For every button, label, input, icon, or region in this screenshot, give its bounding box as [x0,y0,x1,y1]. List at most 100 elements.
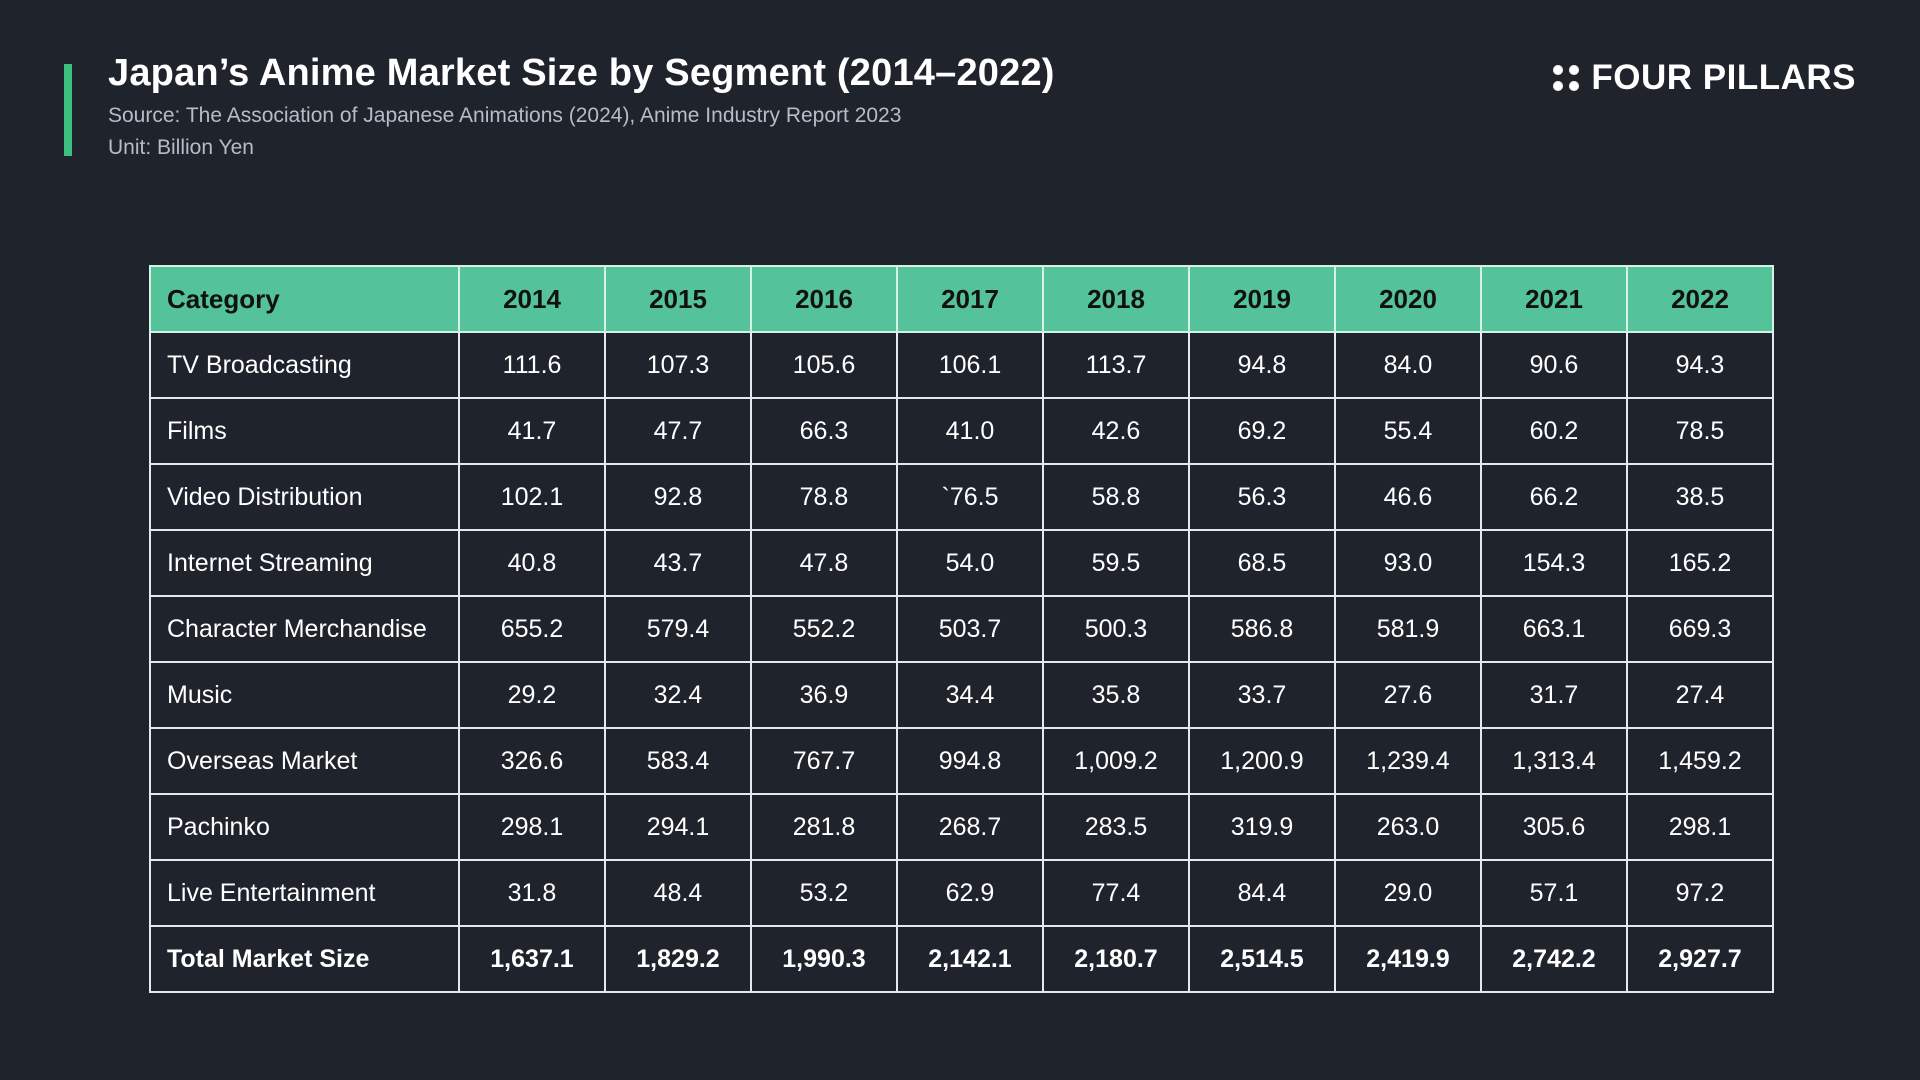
table-cell: 102.1 [458,463,606,531]
table-cell: 84.4 [1188,859,1336,927]
table-cell: 92.8 [604,463,752,531]
table-cell: 154.3 [1480,529,1628,597]
row-label: TV Broadcasting [149,331,460,399]
table-cell: 58.8 [1042,463,1190,531]
table-cell: 66.2 [1480,463,1628,531]
table-cell: 319.9 [1188,793,1336,861]
table-cell: 552.2 [750,595,898,663]
table-cell: 78.5 [1626,397,1774,465]
brand-name: FOUR PILLARS [1591,58,1856,97]
table-cell: 60.2 [1480,397,1628,465]
table-cell: 1,313.4 [1480,727,1628,795]
table-cell: 283.5 [1042,793,1190,861]
column-header-year: 2019 [1188,265,1336,333]
table-body: TV Broadcasting 111.6 107.3 105.6 106.1 113.7… [149,331,1774,993]
column-header-year: 2018 [1042,265,1190,333]
accent-bar [64,64,72,156]
four-dots-icon [1553,65,1580,91]
table-row: Music 29.2 32.4 36.9 34.4 35.8 33.7 27.6 31.7 27.… [149,661,1774,729]
row-label: Internet Streaming [149,529,460,597]
table-cell: 55.4 [1334,397,1482,465]
table-cell: 47.8 [750,529,898,597]
table-cell: 84.0 [1334,331,1482,399]
table-row: TV Broadcasting 111.6 107.3 105.6 106.1 113.7… [149,331,1774,399]
table-cell: 43.7 [604,529,752,597]
table-cell: 59.5 [1042,529,1190,597]
table-cell: 503.7 [896,595,1044,663]
total-cell: 2,927.7 [1626,925,1774,993]
table-cell: 31.8 [458,859,606,927]
table-cell: 57.1 [1480,859,1628,927]
table-cell: 298.1 [1626,793,1774,861]
total-cell: 2,742.2 [1480,925,1628,993]
page-title: Japan’s Anime Market Size by Segment (20… [108,52,1055,94]
total-cell: 2,180.7 [1042,925,1190,993]
table-cell: 583.4 [604,727,752,795]
table-cell: 586.8 [1188,595,1336,663]
row-label: Overseas Market [149,727,460,795]
table-cell: 38.5 [1626,463,1774,531]
row-label: Video Distribution [149,463,460,531]
total-cell: 1,829.2 [604,925,752,993]
table-row: Overseas Market 326.6 583.4 767.7 994.8 1,009… [149,727,1774,795]
total-cell: 2,514.5 [1188,925,1336,993]
table-cell: 27.6 [1334,661,1482,729]
row-label: Live Entertainment [149,859,460,927]
table-cell: 53.2 [750,859,898,927]
table-cell: 56.3 [1188,463,1336,531]
column-header-year: 2020 [1334,265,1482,333]
row-label: Character Merchandise [149,595,460,663]
table-row: Internet Streaming 40.8 43.7 47.8 54.0 59.5 68… [149,529,1774,597]
table-cell: 47.7 [604,397,752,465]
table-cell: 62.9 [896,859,1044,927]
table-cell: 66.3 [750,397,898,465]
column-header-year: 2022 [1626,265,1774,333]
table-cell: 579.4 [604,595,752,663]
table-cell: 1,239.4 [1334,727,1482,795]
table-cell: 90.6 [1480,331,1628,399]
table-cell: 326.6 [458,727,606,795]
table-cell: 305.6 [1480,793,1628,861]
table-cell: 41.7 [458,397,606,465]
row-label: Pachinko [149,793,460,861]
table-cell: 165.2 [1626,529,1774,597]
table-row: Pachinko 298.1 294.1 281.8 268.7 283.5 319.9 26… [149,793,1774,861]
table-cell: 663.1 [1480,595,1628,663]
table-cell: 33.7 [1188,661,1336,729]
table-cell: 35.8 [1042,661,1190,729]
table-cell: 41.0 [896,397,1044,465]
total-cell: 2,419.9 [1334,925,1482,993]
table-cell: 93.0 [1334,529,1482,597]
table-row: Video Distribution 102.1 92.8 78.8 `76.5 58.8… [149,463,1774,531]
column-header-category: Category [149,265,460,333]
table-cell: 69.2 [1188,397,1336,465]
table-cell: 669.3 [1626,595,1774,663]
table-cell: 767.7 [750,727,898,795]
column-header-year: 2014 [458,265,606,333]
table-cell: 298.1 [458,793,606,861]
table-cell: 500.3 [1042,595,1190,663]
total-cell: 2,142.1 [896,925,1044,993]
column-header-year: 2016 [750,265,898,333]
table-cell: 94.3 [1626,331,1774,399]
table-cell: 29.0 [1334,859,1482,927]
table-cell: 1,009.2 [1042,727,1190,795]
table-cell: 105.6 [750,331,898,399]
table-cell: 32.4 [604,661,752,729]
table-cell: 27.4 [1626,661,1774,729]
market-size-table-container: Category 2014 2015 2016 2017 2018 2019 2020 2021… [149,265,1774,993]
table-cell: 1,459.2 [1626,727,1774,795]
table-cell: 78.8 [750,463,898,531]
table-cell: 113.7 [1042,331,1190,399]
table-cell: 77.4 [1042,859,1190,927]
market-size-table: Category 2014 2015 2016 2017 2018 2019 2020 2021… [149,265,1774,993]
total-row: Total Market Size 1,637.1 1,829.2 1,990.3 2,… [149,925,1774,993]
table-cell: 581.9 [1334,595,1482,663]
table-cell: 111.6 [458,331,606,399]
source-text: Source: The Association of Japanese Anim… [108,104,902,127]
table-cell: 294.1 [604,793,752,861]
table-cell: 106.1 [896,331,1044,399]
table-cell: 34.4 [896,661,1044,729]
table-cell: 994.8 [896,727,1044,795]
brand-logo: FOUR PILLARS [1553,58,1856,98]
